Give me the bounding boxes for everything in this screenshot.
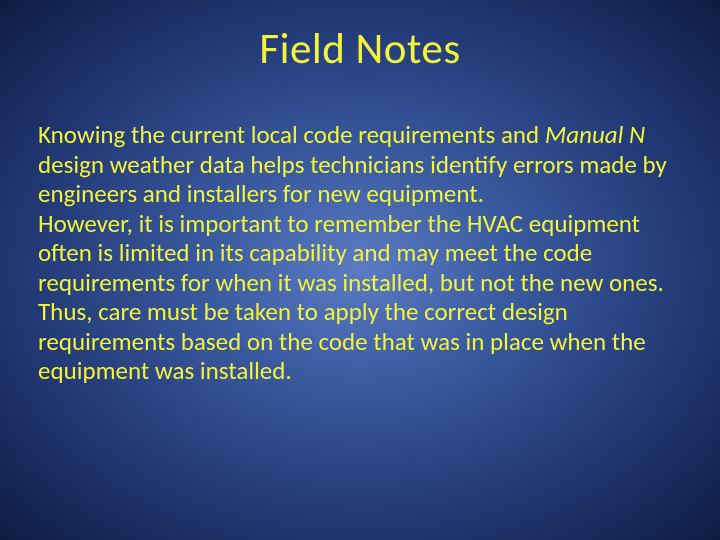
para1-italic: Manual N bbox=[545, 119, 645, 150]
slide-body: Knowing the current local code requireme… bbox=[38, 120, 682, 386]
paragraph-1: Knowing the current local code requireme… bbox=[38, 120, 682, 209]
paragraph-2: However, it is important to remember the… bbox=[38, 209, 682, 386]
para1-part2: design weather data helps technicians id… bbox=[38, 149, 667, 210]
slide: Field Notes Knowing the current local co… bbox=[0, 0, 720, 540]
para1-part1: Knowing the current local code requireme… bbox=[38, 119, 545, 150]
slide-title: Field Notes bbox=[0, 22, 720, 75]
